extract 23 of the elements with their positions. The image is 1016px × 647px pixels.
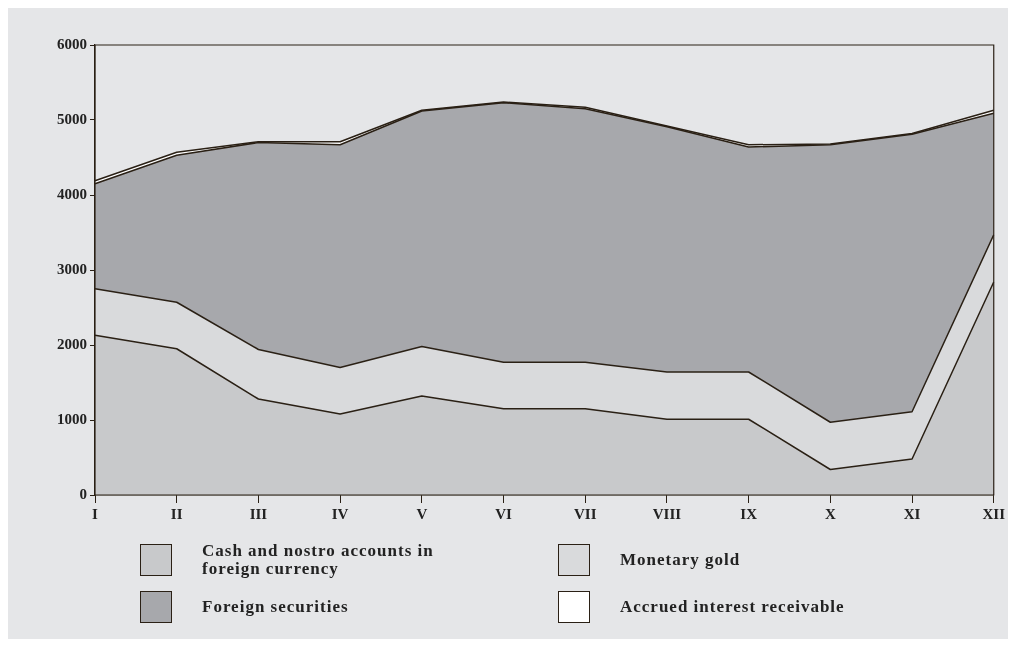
x-tick-label: XII bbox=[982, 505, 1006, 522]
x-tick-label: VIII bbox=[652, 505, 682, 522]
x-tick-label: V bbox=[416, 505, 428, 522]
legend-label: Foreign securities bbox=[202, 597, 350, 616]
y-tick-label: 0 bbox=[79, 485, 87, 502]
x-tick-label: IV bbox=[331, 505, 349, 522]
y-tick-label: 3000 bbox=[57, 260, 87, 277]
y-tick-label: 5000 bbox=[57, 110, 87, 127]
y-tick-label: 6000 bbox=[57, 35, 87, 52]
y-tick-label: 4000 bbox=[57, 185, 87, 202]
x-tick-label: I bbox=[92, 505, 99, 522]
x-tick-label: III bbox=[249, 505, 268, 522]
legend-label: Monetary gold bbox=[620, 550, 742, 569]
legend-label: Accrued interest receivable bbox=[620, 597, 846, 616]
y-tick-label: 2000 bbox=[57, 335, 87, 352]
x-tick-label: X bbox=[824, 505, 836, 522]
x-tick-label: VII bbox=[573, 505, 597, 522]
x-tick-label: IX bbox=[740, 505, 758, 522]
x-tick-label: VI bbox=[495, 505, 513, 522]
y-tick-label: 1000 bbox=[57, 410, 87, 427]
x-tick-label: XI bbox=[903, 505, 921, 522]
x-tick-label: II bbox=[170, 505, 183, 522]
legend-label: Cash and nostro accounts in foreign currency bbox=[202, 541, 435, 578]
